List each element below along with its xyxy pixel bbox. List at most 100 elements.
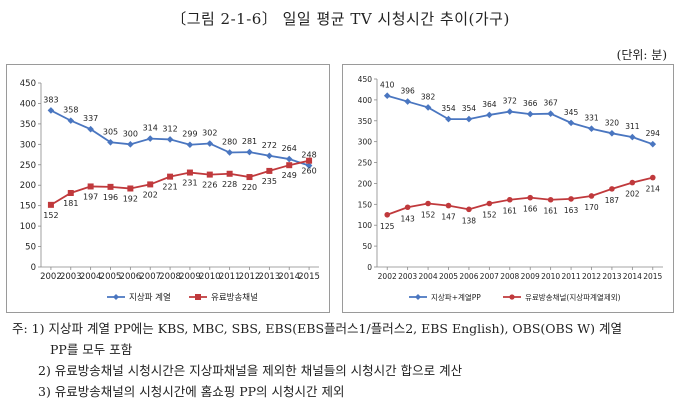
data-point xyxy=(127,185,134,192)
data-point xyxy=(547,196,554,203)
footnote-3: 3) 유료방송채널의 시청시간에 홈쇼핑 PP의 시청시간 제외 xyxy=(38,384,345,399)
y-tick-label: 300 xyxy=(20,140,36,150)
data-label: 367 xyxy=(543,99,558,108)
x-tick-label: 2011 xyxy=(219,272,241,282)
data-label: 138 xyxy=(462,216,477,225)
data-label: 202 xyxy=(143,190,158,199)
legend-label: 지상파 계열 xyxy=(129,292,171,303)
data-label: 152 xyxy=(421,210,436,219)
data-label: 366 xyxy=(523,99,538,108)
x-tick-label: 2009 xyxy=(179,272,201,282)
data-label: 143 xyxy=(400,214,415,223)
data-point xyxy=(167,173,174,180)
data-point xyxy=(127,141,134,148)
data-point xyxy=(465,115,473,123)
data-point xyxy=(383,92,391,100)
x-tick-label: 2014 xyxy=(278,272,300,282)
y-tick-label: 450 xyxy=(358,75,373,84)
x-tick-label: 2002 xyxy=(40,272,62,282)
data-point xyxy=(526,110,534,118)
data-point xyxy=(547,110,554,117)
unit-label: (단위: 분) xyxy=(616,48,667,62)
data-point xyxy=(87,125,94,133)
y-tick-label: 350 xyxy=(20,120,36,130)
data-point xyxy=(246,174,253,181)
data-point xyxy=(285,155,293,163)
x-tick-label: 2002 xyxy=(378,272,397,281)
data-label: 382 xyxy=(421,92,436,101)
data-point xyxy=(404,98,411,105)
x-tick-label: 2013 xyxy=(602,272,621,281)
data-label: 249 xyxy=(282,171,297,180)
data-label: 196 xyxy=(103,193,118,202)
data-label: 300 xyxy=(123,129,138,138)
data-point xyxy=(107,183,114,190)
data-label: 125 xyxy=(380,222,395,231)
data-label: 354 xyxy=(462,104,477,113)
data-point xyxy=(87,183,94,190)
chart-panel-right: 0 50 100 150 200 250 300 350 400 450 2002 2003 2004 2… xyxy=(342,64,674,313)
footnote-1: 주: 1) 지상파 계열 PP에는 KBS, MBC, SBS, EBS(EBS… xyxy=(12,321,622,336)
data-point xyxy=(67,189,74,196)
data-label: 163 xyxy=(564,206,579,215)
legend-label: 유료방송채널 xyxy=(211,292,258,303)
data-label: 248 xyxy=(301,151,316,160)
data-label: 161 xyxy=(503,207,518,216)
data-point xyxy=(425,200,431,207)
series-line-1 xyxy=(50,159,310,206)
data-point xyxy=(47,201,54,208)
legend-marker xyxy=(415,294,421,300)
data-label: 331 xyxy=(584,114,599,123)
data-point xyxy=(206,171,213,178)
data-point xyxy=(147,181,154,188)
data-label: 294 xyxy=(646,129,661,138)
y-tick-label: 50 xyxy=(362,242,372,251)
y-tick-label: 150 xyxy=(20,202,36,212)
series-line-0 xyxy=(386,94,654,146)
x-tick-label: 2009 xyxy=(521,272,540,281)
line-chart-left: 0501001502002503003504004502002200320042… xyxy=(20,79,320,303)
data-point xyxy=(47,107,55,114)
series-line-1 xyxy=(386,176,654,216)
data-label: 320 xyxy=(605,118,620,127)
data-point xyxy=(186,169,193,176)
data-point xyxy=(404,204,411,211)
data-label: 221 xyxy=(162,183,177,192)
data-point xyxy=(506,196,513,203)
data-point xyxy=(629,133,636,141)
data-label: 311 xyxy=(625,122,640,131)
data-point xyxy=(445,202,452,209)
data-label: 337 xyxy=(83,114,98,123)
data-label: 181 xyxy=(63,199,78,208)
y-tick-label: 250 xyxy=(20,161,36,171)
x-tick-label: 2008 xyxy=(159,272,181,282)
data-point xyxy=(146,135,154,142)
x-tick-label: 2003 xyxy=(60,272,82,282)
data-point xyxy=(486,200,493,207)
data-point xyxy=(568,196,574,202)
data-point xyxy=(226,170,233,177)
data-point xyxy=(466,206,472,213)
data-point xyxy=(226,149,233,156)
x-tick-label: 2014 xyxy=(623,272,642,281)
legend-marker xyxy=(509,294,515,300)
y-tick-label: 100 xyxy=(358,221,373,230)
y-tick-label: 250 xyxy=(358,159,373,168)
data-label: 396 xyxy=(400,87,415,96)
y-tick-label: 200 xyxy=(358,179,373,188)
x-tick-label: 2010 xyxy=(541,272,560,281)
data-point xyxy=(246,148,253,156)
data-point xyxy=(306,157,313,164)
x-tick-label: 2010 xyxy=(199,272,221,282)
x-tick-label: 2005 xyxy=(439,272,458,281)
data-point xyxy=(567,119,575,127)
data-point xyxy=(67,117,75,124)
data-label: 280 xyxy=(222,138,237,147)
legend-marker xyxy=(195,294,201,300)
data-point xyxy=(305,162,313,169)
data-label: 197 xyxy=(83,192,98,201)
data-label: 410 xyxy=(380,81,395,90)
data-point xyxy=(486,111,493,119)
data-label: 383 xyxy=(43,95,58,104)
